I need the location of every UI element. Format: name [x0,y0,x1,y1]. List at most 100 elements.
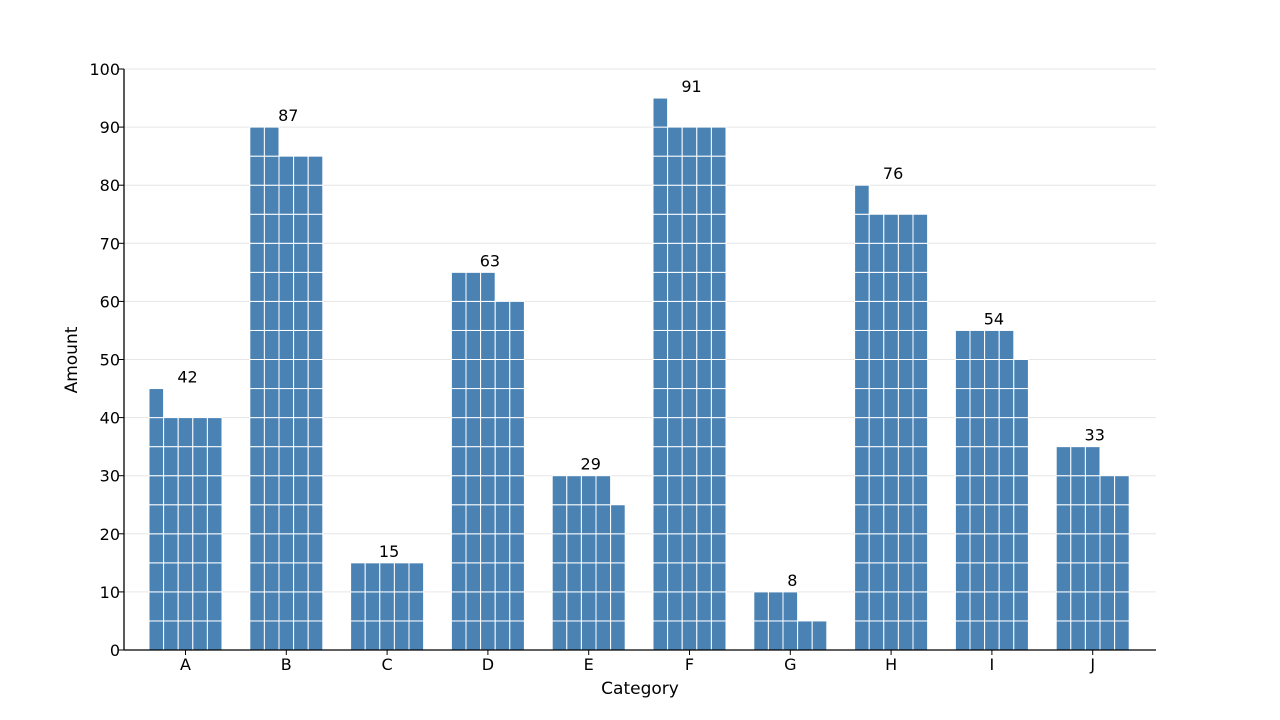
bar-cell [307,300,324,331]
bar-cell [177,533,194,564]
bar-cell [148,620,165,651]
bar-cell [1013,475,1029,506]
bar-cell [450,300,467,331]
bar-cell [710,591,727,622]
bar-cell [263,504,280,535]
bar-cell [494,562,511,593]
bar-cell [293,620,309,651]
bar-cell [883,475,899,506]
bar-cell [566,620,582,651]
bar-B [249,126,324,651]
bar-cell [868,271,885,302]
bar-cell [912,562,929,593]
bar-cell [681,475,698,506]
bar-cell [868,620,885,651]
bar-cell [307,213,324,244]
bar-cell [912,591,929,622]
bar-cell [595,562,612,593]
bar-cell [868,359,885,390]
x-tick-label: I [990,655,995,674]
bar-cell [465,562,482,593]
bar-cell [307,184,324,215]
bar-cell [293,388,309,419]
bar-cell [350,562,366,593]
bar-cell [652,242,669,273]
bar-cell [681,213,698,244]
x-tick-label: D [482,655,494,674]
bar-cell [206,417,223,448]
bar-cell [652,126,669,157]
bar-cell [667,417,683,448]
bars [148,97,1130,651]
bar-cell [854,417,870,448]
bar-cell [667,591,683,622]
bar-cell [667,271,683,302]
bar-cell [494,591,511,622]
bar-cell [480,329,496,361]
bar-cell [509,446,525,477]
bar-cell [897,562,914,593]
bar-cell [278,242,295,273]
bar-cell [1099,620,1116,651]
bar-cell [696,388,712,419]
bar-cell [480,271,496,302]
bar-cell [696,213,712,244]
bar-cell [681,591,698,622]
bar-cell [984,329,1000,361]
bar-cell [868,388,885,419]
bar-cell [566,475,582,506]
y-tick-label: 60 [100,292,120,311]
bar-cell [278,562,295,593]
bar-cell [450,446,467,477]
data-label: 87 [278,106,298,125]
bar-cell [293,329,309,361]
bar-cell [969,504,986,535]
bar-cell [883,446,899,477]
bar-cell [1055,533,1072,564]
bar-cell [954,417,971,448]
bar-cell [450,417,467,448]
bar-cell [307,359,324,390]
bar-cell [897,620,914,651]
x-tick-label: F [685,655,694,674]
bar-cell [249,155,265,186]
bar-cell [177,504,194,535]
bar-cell [206,620,223,651]
bar-cell [249,446,265,477]
bar-cell [710,300,727,331]
bar-cell [509,329,525,361]
bar-cell [408,562,425,593]
bar-cell [681,242,698,273]
bar-cell [595,533,612,564]
bar-cell [192,591,208,622]
bar-cell [494,300,511,331]
data-label: 33 [1085,426,1105,445]
bar-cell [1084,504,1101,535]
bar-cell [710,562,727,593]
bar-cell [566,533,582,564]
bar-cell [293,359,309,390]
bar-cell [163,417,179,448]
bar-A [148,388,223,651]
bar-cell [954,533,971,564]
bar-cell [652,504,669,535]
bar-cell [408,620,425,651]
bar-cell [480,359,496,390]
bar-cell [883,591,899,622]
bar-cell [811,620,828,651]
bar-cell [263,300,280,331]
bar-cell [408,591,425,622]
bar-cell [868,242,885,273]
bar-cell [480,591,496,622]
bar-cell [681,620,698,651]
bar-cell [293,242,309,273]
bar-cell [998,504,1015,535]
bar-cell [580,475,597,506]
bar-cell [710,620,727,651]
bar-cell [984,562,1000,593]
bar-cell [509,562,525,593]
bar-cell [984,620,1000,651]
bar-cell [854,504,870,535]
bar-cell [350,620,366,651]
bar-cell [509,388,525,419]
